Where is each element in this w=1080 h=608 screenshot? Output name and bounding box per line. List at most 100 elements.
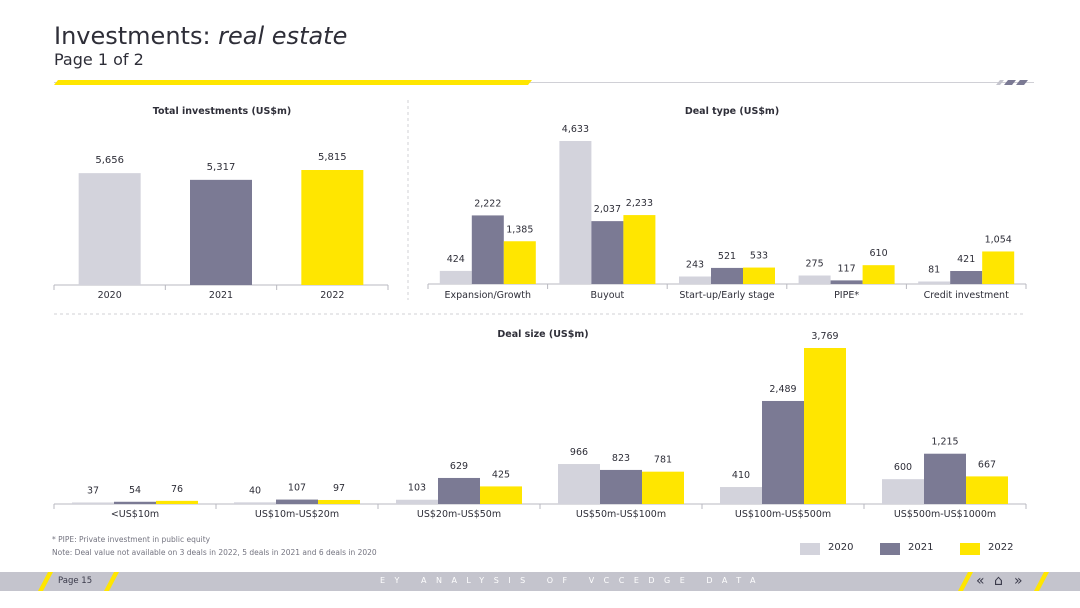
tick-label-deal-size-us-50m-us-100m: US$50m-US$100m (576, 509, 666, 520)
bar-deal-type-buyout-2020 (559, 141, 592, 284)
bar-deal-size-us-10m-2022 (156, 500, 198, 504)
data-label-deal-type-expansion-growth-2022: 1,385 (506, 224, 533, 235)
data-label-deal-type-buyout-2021: 2,037 (594, 204, 621, 215)
data-label-deal-size-us-20m-us-50m-2021: 629 (450, 461, 468, 472)
charts-canvas: 5,656 2020 5,317 2021 5,815 2022 424 2,222 1,385… (53, 100, 1027, 520)
data-label-deal-type-expansion-growth-2021: 2,222 (474, 198, 501, 209)
tick-label-deal-size-us-500m-us-1000m: US$500m-US$1000m (894, 509, 996, 520)
data-label-deal-size-us-50m-us-100m-2020: 966 (570, 447, 588, 458)
bar-deal-size-us-10m-2021 (114, 501, 156, 504)
legend-swatch-2022 (960, 543, 980, 555)
footer-slashes (38, 572, 1049, 591)
data-label-deal-type-buyout-2020: 4,633 (562, 124, 589, 135)
nav-next-icon[interactable]: » (1014, 573, 1023, 589)
legend: 2020 2021 2022 (800, 541, 1030, 559)
data-label-deal-type-pipe-2022: 610 (870, 248, 888, 259)
legend-label-2020: 2020 (828, 542, 854, 553)
legend-label-2022: 2022 (988, 542, 1014, 553)
data-label-total-2022: 5,815 (318, 152, 347, 163)
tick-label-deal-type-pipe: PIPE* (834, 290, 859, 301)
data-label-deal-size-us-50m-us-100m-2021: 823 (612, 453, 630, 464)
bar-deal-size-us-20m-us-50m-2020 (396, 499, 438, 504)
footer-source: EY ANALYSIS OF VCCEDGE DATA (380, 576, 765, 585)
data-label-deal-type-credit-investment-2022: 1,054 (985, 234, 1012, 245)
tick-label-deal-type-credit-investment: Credit investment (924, 290, 1010, 301)
bar-deal-type-buyout-2022 (623, 215, 656, 284)
data-label-deal-size-us-500m-us-1000m-2021: 1,215 (931, 437, 958, 448)
data-label-deal-size-us-100m-us-500m-2022: 3,769 (811, 331, 838, 342)
data-label-deal-size-us-100m-us-500m-2020: 410 (732, 470, 750, 481)
bar-deal-type-credit-investment-2022 (982, 251, 1015, 284)
bar-deal-type-start-up-early-stage-2022 (743, 267, 775, 284)
data-label-deal-type-credit-investment-2020: 81 (928, 264, 940, 275)
tick-label-deal-size-us-20m-us-50m: US$20m-US$50m (417, 509, 501, 520)
bar-deal-type-start-up-early-stage-2020 (679, 276, 711, 284)
data-label-deal-type-pipe-2021: 117 (838, 263, 856, 274)
chart-title-deal-size: Deal size (US$m) (497, 329, 589, 340)
bar-deal-size-us-100m-us-500m-2021 (762, 400, 804, 504)
data-label-deal-type-start-up-early-stage-2022: 533 (750, 251, 768, 262)
tick-label-total-2021: 2021 (209, 290, 233, 301)
data-label-deal-size-us-20m-us-50m-2022: 425 (492, 469, 510, 480)
footnote-note: Note: Deal value not available on 3 deal… (52, 548, 377, 557)
chart-title-deal-type: Deal type (US$m) (684, 106, 780, 117)
bar-deal-type-buyout-2021 (591, 221, 624, 284)
data-label-deal-type-expansion-growth-2020: 424 (447, 254, 465, 265)
bar-deal-size-us-10m-2020 (72, 502, 114, 504)
bar-deal-type-pipe-2020 (798, 275, 831, 284)
bar-deal-type-expansion-growth-2021 (471, 215, 504, 284)
page-subtitle: Page 1 of 2 (54, 50, 144, 69)
tick-label-deal-type-start-up-early-stage: Start-up/Early stage (679, 290, 774, 301)
tick-label-deal-size-us-100m-us-500m: US$100m-US$500m (735, 509, 831, 520)
legend-swatch-2021 (880, 543, 900, 555)
bar-deal-type-start-up-early-stage-2021 (711, 267, 743, 284)
chart-title-total: Total investments (US$m) (152, 106, 292, 117)
data-label-deal-size-us-10m-us-20m-2021: 107 (288, 483, 306, 494)
chart-separators (54, 100, 1026, 315)
bar-deal-size-us-500m-us-1000m-2021 (924, 453, 966, 504)
data-label-total-2021: 5,317 (207, 162, 236, 173)
data-label-deal-size-us-20m-us-50m-2020: 103 (408, 483, 426, 494)
data-label-deal-type-credit-investment-2021: 421 (957, 254, 975, 265)
bar-total-2020 (78, 173, 141, 285)
bar-deal-size-us-10m-us-20m-2022 (318, 499, 360, 504)
bar-deal-type-pipe-2022 (862, 265, 895, 284)
data-label-deal-type-start-up-early-stage-2020: 243 (686, 259, 704, 270)
tick-label-deal-size-us-10m: <US$10m (111, 509, 159, 520)
bar-deal-type-expansion-growth-2020 (439, 270, 472, 284)
data-label-deal-size-us-10m-us-20m-2020: 40 (249, 485, 261, 496)
data-label-deal-size-us-100m-us-500m-2021: 2,489 (769, 384, 796, 395)
bar-deal-size-us-50m-us-100m-2022 (642, 471, 684, 504)
bar-deal-type-credit-investment-2021 (950, 271, 983, 284)
bar-deal-size-us-20m-us-50m-2021 (438, 477, 480, 504)
bar-total-2022 (301, 170, 364, 285)
footer-page-number: Page 15 (58, 576, 93, 586)
legend-swatch-2020 (800, 543, 820, 555)
bar-deal-type-expansion-growth-2022 (503, 241, 536, 284)
data-label-deal-size-us-50m-us-100m-2022: 781 (654, 455, 672, 466)
bar-deal-size-us-50m-us-100m-2020 (558, 464, 600, 504)
bar-deal-size-us-10m-us-20m-2020 (234, 502, 276, 504)
tick-label-deal-type-buyout: Buyout (591, 290, 625, 301)
bar-deal-size-us-500m-us-1000m-2022 (966, 476, 1008, 504)
data-label-deal-size-us-10m-2022: 76 (171, 484, 183, 495)
data-label-deal-size-us-10m-us-20m-2022: 97 (333, 483, 345, 494)
bar-deal-size-us-50m-us-100m-2021 (600, 469, 642, 504)
nav-home-icon[interactable]: ⌂ (994, 573, 1003, 589)
bar-deal-size-us-20m-us-50m-2022 (480, 486, 522, 504)
footer-bar: Page 15 EY ANALYSIS OF VCCEDGE DATA « ⌂ … (0, 572, 1080, 591)
data-label-deal-size-us-500m-us-1000m-2020: 600 (894, 462, 912, 473)
tick-label-deal-size-us-10m-us-20m: US$10m-US$20m (255, 509, 339, 520)
bar-deal-size-us-100m-us-500m-2020 (720, 487, 762, 504)
bar-total-2021 (190, 179, 252, 285)
legend-label-2021: 2021 (908, 542, 934, 553)
bar-deal-type-pipe-2021 (830, 280, 863, 284)
bar-deal-size-us-500m-us-1000m-2020 (882, 479, 924, 504)
bar-deal-size-us-100m-us-500m-2022 (804, 348, 846, 504)
footnote-pipe: * PIPE: Private investment in public equ… (52, 535, 211, 544)
nav-previous-icon[interactable]: « (976, 573, 985, 589)
data-label-deal-size-us-10m-2020: 37 (87, 485, 99, 496)
bar-deal-size-us-10m-us-20m-2021 (276, 499, 318, 504)
tick-label-total-2020: 2020 (98, 290, 122, 301)
data-label-total-2020: 5,656 (95, 155, 124, 166)
